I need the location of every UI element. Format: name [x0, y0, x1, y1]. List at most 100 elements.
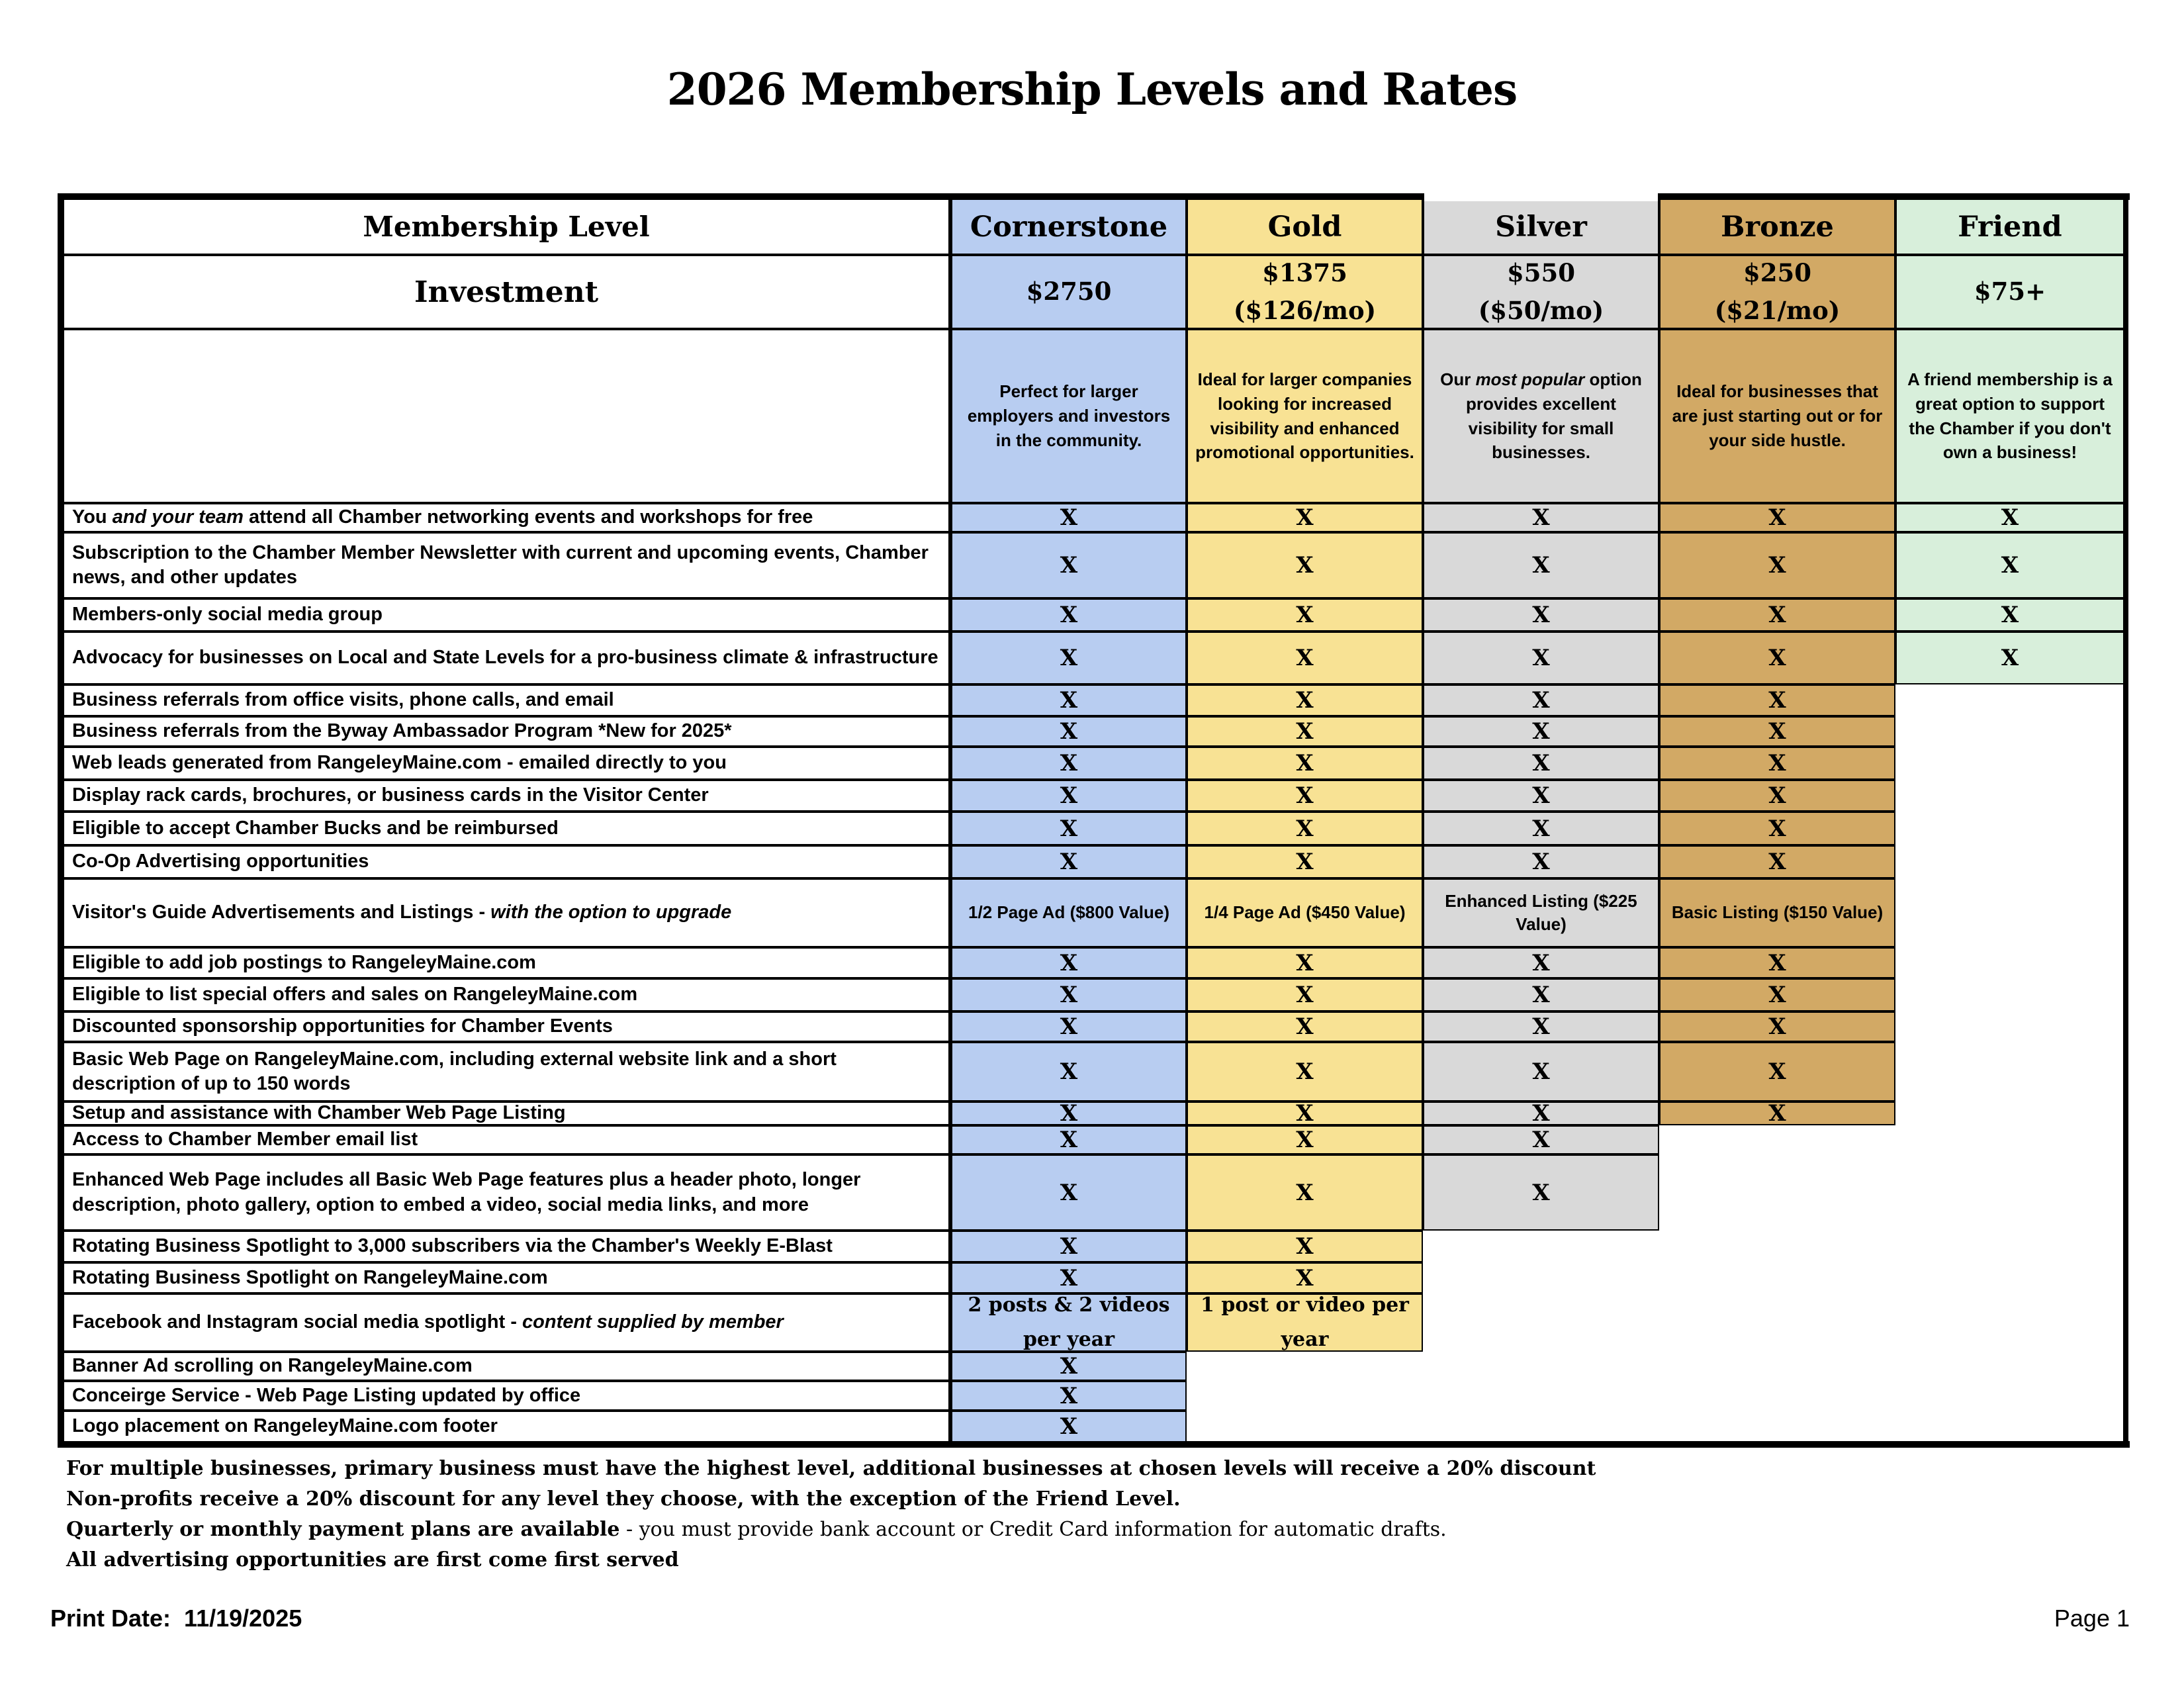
x-mark-bronze: X — [1659, 747, 1895, 780]
benefit-value-silver: Enhanced Listing ($225 Value) — [1423, 878, 1659, 947]
x-mark-cornerstone: X — [951, 978, 1187, 1011]
feature-label: Advocacy for businesses on Local and Sta… — [63, 632, 951, 684]
feature-label: Eligible to add job postings to Rangeley… — [63, 947, 951, 978]
level-header-friend: Friend — [1895, 199, 2124, 255]
border-gap — [1424, 193, 1658, 201]
x-mark-cornerstone: X — [951, 532, 1187, 598]
benefit-value-gold: 1 post or video per year — [1187, 1293, 1423, 1352]
x-mark-bronze: X — [1659, 845, 1895, 878]
x-mark-silver: X — [1423, 632, 1659, 684]
x-mark-friend: X — [1895, 503, 2124, 532]
x-mark-gold: X — [1187, 812, 1423, 845]
feature-label: You and your team attend all Chamber net… — [63, 503, 951, 532]
x-mark-silver: X — [1423, 1011, 1659, 1042]
x-mark-cornerstone: X — [951, 845, 1187, 878]
table-border-bottom — [58, 1441, 2130, 1448]
x-mark-cornerstone: X — [951, 1231, 1187, 1262]
level-header-silver: Silver — [1423, 199, 1659, 255]
footnotes: For multiple businesses, primary busines… — [66, 1454, 2085, 1575]
x-mark-cornerstone: X — [951, 716, 1187, 747]
x-mark-bronze: X — [1659, 947, 1895, 978]
level-header-gold: Gold — [1187, 199, 1423, 255]
x-mark-cornerstone: X — [951, 1154, 1187, 1231]
feature-label: Members-only social media group — [63, 598, 951, 632]
x-mark-silver: X — [1423, 780, 1659, 812]
feature-label: Conceirge Service - Web Page Listing upd… — [63, 1381, 951, 1411]
x-mark-cornerstone: X — [951, 684, 1187, 716]
x-mark-gold: X — [1187, 845, 1423, 878]
x-mark-gold: X — [1187, 632, 1423, 684]
x-mark-silver: X — [1423, 716, 1659, 747]
x-mark-silver: X — [1423, 503, 1659, 532]
x-mark-bronze: X — [1659, 780, 1895, 812]
x-mark-gold: X — [1187, 684, 1423, 716]
price-friend: $75+ — [1895, 255, 2124, 329]
feature-label: Facebook and Instagram social media spot… — [63, 1293, 951, 1352]
x-mark-cornerstone: X — [951, 1381, 1187, 1411]
x-mark-bronze: X — [1659, 532, 1895, 598]
x-mark-bronze: X — [1659, 684, 1895, 716]
feature-label: Eligible to accept Chamber Bucks and be … — [63, 812, 951, 845]
x-mark-silver: X — [1423, 947, 1659, 978]
x-mark-silver: X — [1423, 598, 1659, 632]
feature-label: Basic Web Page on RangeleyMaine.com, inc… — [63, 1042, 951, 1102]
feature-label: Logo placement on RangeleyMaine.com foot… — [63, 1411, 951, 1442]
price-silver: $550 ($50/mo) — [1423, 255, 1659, 329]
x-mark-friend: X — [1895, 598, 2124, 632]
x-mark-gold: X — [1187, 532, 1423, 598]
feature-label: Enhanced Web Page includes all Basic Web… — [63, 1154, 951, 1231]
x-mark-bronze: X — [1659, 598, 1895, 632]
print-date: Print Date: 11/19/2025 — [50, 1605, 302, 1632]
x-mark-bronze: X — [1659, 1011, 1895, 1042]
x-mark-gold: X — [1187, 1042, 1423, 1102]
x-mark-gold: X — [1187, 1102, 1423, 1125]
benefit-value-cornerstone: 1/2 Page Ad ($800 Value) — [951, 878, 1187, 947]
price-gold: $1375 ($126/mo) — [1187, 255, 1423, 329]
benefit-value-bronze: Basic Listing ($150 Value) — [1659, 878, 1895, 947]
feature-label: Discounted sponsorship opportunities for… — [63, 1011, 951, 1042]
blank-header-cell — [63, 329, 951, 503]
description-gold: Ideal for larger companies looking for i… — [1187, 329, 1423, 503]
x-mark-gold: X — [1187, 1125, 1423, 1154]
feature-label: Web leads generated from RangeleyMaine.c… — [63, 747, 951, 780]
feature-label: Access to Chamber Member email list — [63, 1125, 951, 1154]
feature-label: Setup and assistance with Chamber Web Pa… — [63, 1102, 951, 1125]
description-cornerstone: Perfect for larger employers and investo… — [951, 329, 1187, 503]
page-number: Page 1 — [2054, 1605, 2130, 1632]
footnote-line: All advertising opportunities are first … — [66, 1548, 679, 1571]
footnote-line: For multiple businesses, primary busines… — [66, 1457, 1596, 1480]
footnote-line: Non-profits receive a 20% discount for a… — [66, 1487, 1181, 1511]
investment-header: Investment — [63, 255, 951, 329]
x-mark-cornerstone: X — [951, 1411, 1187, 1442]
price-bronze: $250 ($21/mo) — [1659, 255, 1895, 329]
feature-label: Eligible to list special offers and sale… — [63, 978, 951, 1011]
x-mark-cornerstone: X — [951, 947, 1187, 978]
x-mark-cornerstone: X — [951, 1102, 1187, 1125]
x-mark-bronze: X — [1659, 716, 1895, 747]
x-mark-gold: X — [1187, 598, 1423, 632]
x-mark-bronze: X — [1659, 978, 1895, 1011]
feature-label: Business referrals from office visits, p… — [63, 684, 951, 716]
x-mark-silver: X — [1423, 684, 1659, 716]
x-mark-gold: X — [1187, 978, 1423, 1011]
price-cornerstone: $2750 — [951, 255, 1187, 329]
x-mark-cornerstone: X — [951, 1262, 1187, 1293]
feature-label: Display rack cards, brochures, or busine… — [63, 780, 951, 812]
table-border-right — [2123, 193, 2128, 1448]
x-mark-silver: X — [1423, 1154, 1659, 1231]
x-mark-silver: X — [1423, 1042, 1659, 1102]
x-mark-bronze: X — [1659, 812, 1895, 845]
feature-label: Rotating Business Spotlight on RangeleyM… — [63, 1262, 951, 1293]
x-mark-cornerstone: X — [951, 1125, 1187, 1154]
level-header-cornerstone: Cornerstone — [951, 199, 1187, 255]
x-mark-cornerstone: X — [951, 812, 1187, 845]
x-mark-silver: X — [1423, 532, 1659, 598]
feature-label: Rotating Business Spotlight to 3,000 sub… — [63, 1231, 951, 1262]
x-mark-silver: X — [1423, 1125, 1659, 1154]
x-mark-cornerstone: X — [951, 747, 1187, 780]
x-mark-silver: X — [1423, 845, 1659, 878]
description-silver: Our most popular option provides excelle… — [1423, 329, 1659, 503]
feature-label: Business referrals from the Byway Ambass… — [63, 716, 951, 747]
x-mark-cornerstone: X — [951, 1352, 1187, 1381]
x-mark-silver: X — [1423, 1102, 1659, 1125]
